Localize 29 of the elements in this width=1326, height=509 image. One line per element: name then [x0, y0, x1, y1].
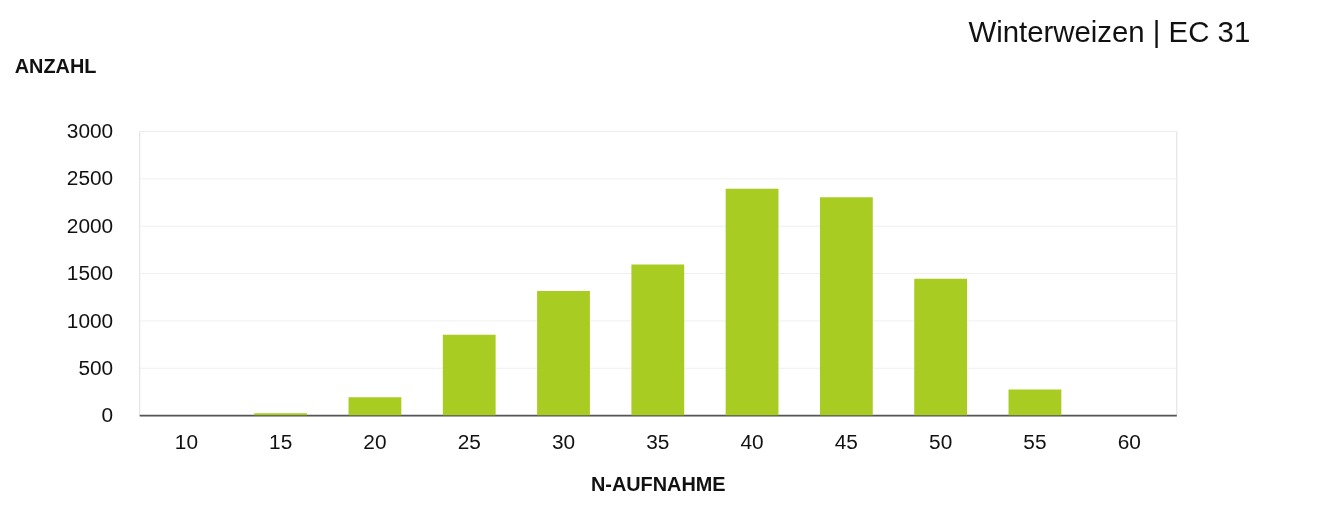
y-tick-label: 0 — [101, 403, 114, 427]
y-axis-title: ANZAHL — [14, 54, 97, 77]
x-tick-label: 40 — [740, 429, 764, 453]
x-axis-title: N-AUFNAHME — [590, 473, 726, 496]
x-tick-label: 10 — [174, 429, 198, 453]
bar — [348, 397, 402, 416]
x-tick-label: 35 — [646, 429, 670, 453]
chart-title: Winterweizen | EC 31 — [968, 14, 1251, 48]
x-tick-label: 15 — [269, 429, 293, 453]
y-tick-label: 1500 — [66, 261, 114, 285]
x-tick-label: 55 — [1023, 429, 1047, 453]
bar — [1008, 389, 1062, 416]
y-tick-label: 1000 — [66, 308, 114, 332]
y-tick-label: 3000 — [66, 119, 114, 143]
x-tick-label: 30 — [551, 429, 576, 453]
x-tick-label: 20 — [363, 429, 387, 453]
y-tick-label: 500 — [78, 355, 114, 379]
bar — [631, 264, 685, 416]
x-tick-label: 50 — [929, 429, 953, 453]
y-tick-label: 2500 — [66, 166, 114, 190]
x-tick-label: 60 — [1117, 429, 1141, 453]
bar — [725, 188, 779, 416]
bar — [442, 334, 496, 416]
x-tick-label: 25 — [457, 429, 481, 453]
bar — [819, 197, 873, 416]
bar — [537, 291, 590, 416]
x-tick-label: 45 — [834, 429, 858, 453]
y-tick-label: 2000 — [66, 213, 114, 237]
bar — [914, 278, 968, 416]
